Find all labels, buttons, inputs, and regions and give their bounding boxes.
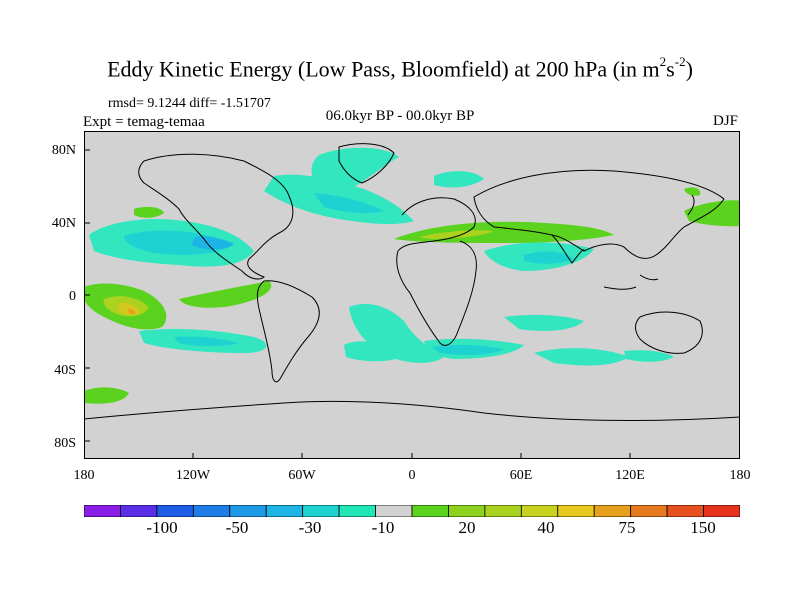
colorbar-box <box>411 505 449 517</box>
colorbar-box <box>666 505 704 517</box>
colorbar-label-40: 40 <box>537 518 555 537</box>
colorbar-label-neg10: -10 <box>371 518 395 537</box>
colorbar-box <box>229 505 267 517</box>
lat-label-0: 0 <box>69 289 76 304</box>
colorbar-label-neg100: -100 <box>146 518 178 537</box>
lon-label-120e: 120E <box>615 468 645 483</box>
colorbar-label-neg30: -30 <box>298 518 322 537</box>
coastlines <box>84 143 740 421</box>
colorbar-box <box>557 505 595 517</box>
period-label: 06.0kyr BP - 00.0kyr BP <box>325 108 475 124</box>
lat-label-40n: 40N <box>51 216 76 231</box>
colorbar-box <box>593 505 632 517</box>
colorbar-box <box>375 505 413 517</box>
colorbar-box <box>120 505 158 517</box>
colorbar-box <box>520 505 559 517</box>
experiment-label: Expt = temag-temaa <box>83 114 205 130</box>
colorbar-label-neg50: -50 <box>225 518 249 537</box>
lon-label-60w: 60W <box>288 468 316 483</box>
lon-label-0: 0 <box>408 468 416 483</box>
colorbar-box <box>302 505 340 517</box>
lat-label-40s: 40S <box>54 363 76 378</box>
colorbar-box <box>448 505 486 517</box>
map-panel <box>84 131 740 459</box>
chart-title: Eddy Kinetic Energy (Low Pass, Bloomfiel… <box>107 54 693 82</box>
colorbar-box <box>630 505 668 517</box>
colorbar-box <box>338 505 376 517</box>
lon-label-120w: 120W <box>175 468 211 483</box>
lat-label-80n: 80N <box>51 143 76 158</box>
colorbar-label-75: 75 <box>618 518 636 537</box>
lon-label-180e: 180 <box>729 468 751 483</box>
colorbar-box <box>192 505 231 517</box>
colorbar <box>84 505 740 517</box>
lon-label-180w: 180 <box>73 468 95 483</box>
colorbar-box <box>265 505 304 517</box>
stats-text: rmsd= 9.1244 diff= -1.51707 <box>108 96 271 111</box>
map-background <box>84 131 740 459</box>
lat-label-80s: 80S <box>54 436 76 451</box>
colorbar-box <box>84 505 121 517</box>
colorbar-box <box>156 505 194 517</box>
colorbar-label-150: 150 <box>690 518 716 537</box>
map-ticks <box>84 149 631 459</box>
colorbar-box <box>484 505 522 517</box>
season-label: DJF <box>712 113 738 129</box>
colorbar-box <box>703 505 740 517</box>
lon-label-60e: 60E <box>509 468 533 483</box>
colorbar-label-20: 20 <box>458 518 476 537</box>
